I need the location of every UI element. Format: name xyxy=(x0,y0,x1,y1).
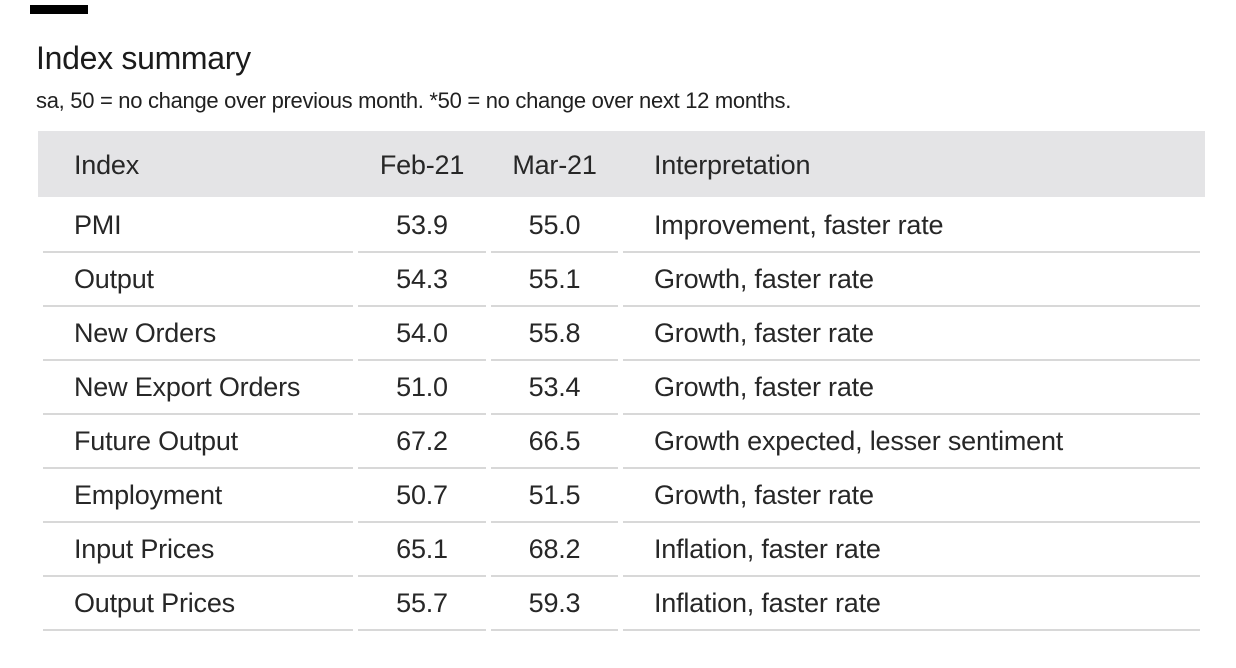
table-row: Employment 50.7 51.5 Growth, faster rate xyxy=(43,469,1200,523)
feb-value-cell: 51.0 xyxy=(358,361,486,415)
interpretation-cell: Growth, faster rate xyxy=(623,469,1200,523)
table-row: Output 54.3 55.1 Growth, faster rate xyxy=(43,253,1200,307)
row-label-cell: Employment xyxy=(43,469,353,523)
interpretation-cell: Growth, faster rate xyxy=(623,307,1200,361)
feb-value-cell: 53.9 xyxy=(358,199,486,253)
row-label-cell: New Export Orders xyxy=(43,361,353,415)
table-row: New Orders 54.0 55.8 Growth, faster rate xyxy=(43,307,1200,361)
feb-value-cell: 50.7 xyxy=(358,469,486,523)
mar-value-cell: 66.5 xyxy=(491,415,618,469)
header-cell-index: Index xyxy=(74,149,140,180)
row-label-cell: Future Output xyxy=(43,415,353,469)
mar-value-cell: 68.2 xyxy=(491,523,618,577)
feb-value-cell: 55.7 xyxy=(358,577,486,631)
table-row: Future Output 67.2 66.5 Growth expected,… xyxy=(43,415,1200,469)
header-cell-feb21: Feb-21 xyxy=(379,149,465,180)
row-label-cell: New Orders xyxy=(43,307,353,361)
table-row: Output Prices 55.7 59.3 Inflation, faste… xyxy=(43,577,1200,631)
row-label-cell: Output Prices xyxy=(43,577,353,631)
mar-value-cell: 53.4 xyxy=(491,361,618,415)
page-subtitle: sa, 50 = no change over previous month. … xyxy=(36,88,792,113)
row-label-cell: Output xyxy=(43,253,353,307)
interpretation-cell: Growth, faster rate xyxy=(623,253,1200,307)
interpretation-cell: Growth expected, lesser sentiment xyxy=(623,415,1200,469)
mar-value-cell: 59.3 xyxy=(491,577,618,631)
mar-value-cell: 55.0 xyxy=(491,199,618,253)
row-label-cell: PMI xyxy=(43,199,353,253)
mar-value-cell: 55.8 xyxy=(491,307,618,361)
summary-table-container: Index Feb-21 Mar-21 Interpretation PMI 5… xyxy=(38,131,1205,631)
feb-value-cell: 54.0 xyxy=(358,307,486,361)
interpretation-cell: Growth, faster rate xyxy=(623,361,1200,415)
interpretation-cell: Improvement, faster rate xyxy=(623,199,1200,253)
table-row: PMI 53.9 55.0 Improvement, faster rate xyxy=(43,199,1200,253)
table-row: Input Prices 65.1 68.2 Inflation, faster… xyxy=(43,523,1200,577)
header-cell-interpretation: Interpretation xyxy=(654,149,811,180)
table-row: New Export Orders 51.0 53.4 Growth, fast… xyxy=(43,361,1200,415)
table-header-band xyxy=(38,131,1205,197)
summary-table: Index Feb-21 Mar-21 Interpretation PMI 5… xyxy=(38,131,1205,631)
feb-value-cell: 67.2 xyxy=(358,415,486,469)
interpretation-cell: Inflation, faster rate xyxy=(623,577,1200,631)
header-row: Index Feb-21 Mar-21 Interpretation xyxy=(43,131,1200,199)
mar-value-cell: 51.5 xyxy=(491,469,618,523)
interpretation-cell: Inflation, faster rate xyxy=(623,523,1200,577)
header-cell-mar21: Mar-21 xyxy=(512,149,597,180)
row-label-cell: Input Prices xyxy=(43,523,353,577)
brand-bar xyxy=(30,5,88,14)
page-title: Index summary xyxy=(36,40,251,76)
mar-value-cell: 55.1 xyxy=(491,253,618,307)
feb-value-cell: 54.3 xyxy=(358,253,486,307)
feb-value-cell: 65.1 xyxy=(358,523,486,577)
